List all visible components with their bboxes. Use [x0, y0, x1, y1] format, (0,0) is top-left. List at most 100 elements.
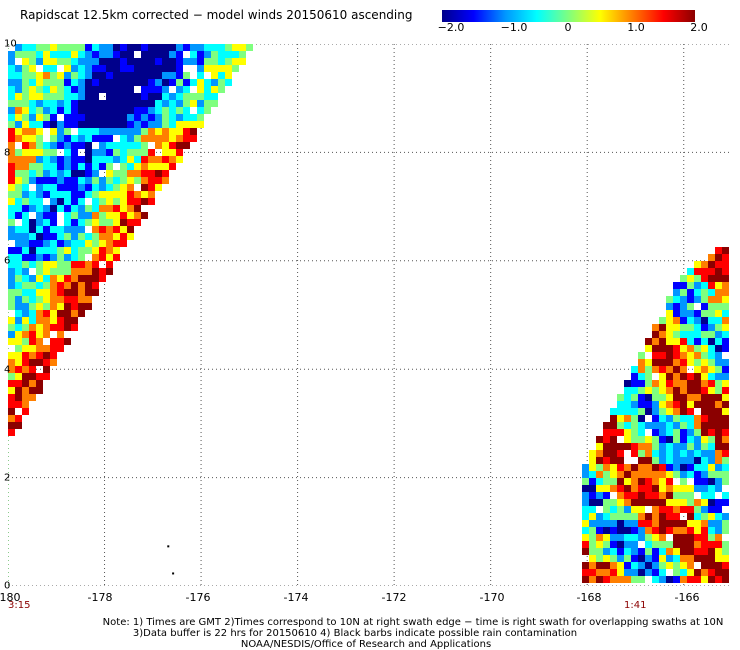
wind-cell	[8, 86, 15, 93]
wind-cell	[624, 415, 631, 422]
wind-cell	[57, 86, 64, 93]
wind-cell	[8, 387, 15, 394]
wind-cell	[113, 247, 120, 254]
wind-cell	[162, 149, 169, 156]
wind-cell	[617, 541, 624, 548]
wind-cell	[204, 107, 211, 114]
wind-cell	[8, 135, 15, 142]
wind-cell	[673, 338, 680, 345]
wind-cell	[43, 65, 50, 72]
wind-cell	[722, 359, 729, 366]
wind-cell	[64, 289, 71, 296]
wind-cell	[36, 233, 43, 240]
wind-cell	[22, 261, 29, 268]
wind-cell	[50, 93, 57, 100]
wind-cell	[176, 93, 183, 100]
wind-cell	[8, 254, 15, 261]
wind-cell	[15, 415, 22, 422]
wind-cell	[64, 205, 71, 212]
wind-cell	[722, 324, 729, 331]
wind-cell	[85, 289, 92, 296]
wind-cell	[666, 485, 673, 492]
wind-cell	[617, 478, 624, 485]
wind-cell	[43, 254, 50, 261]
wind-cell	[183, 72, 190, 79]
wind-cell	[687, 485, 694, 492]
wind-cell	[50, 233, 57, 240]
wind-cell	[22, 177, 29, 184]
wind-cell	[92, 51, 99, 58]
wind-cell	[43, 233, 50, 240]
wind-cell	[715, 261, 722, 268]
wind-cell	[673, 534, 680, 541]
wind-cell	[596, 457, 603, 464]
wind-cell	[715, 548, 722, 555]
wind-cell	[85, 93, 92, 100]
wind-cell	[134, 65, 141, 72]
wind-cell	[120, 205, 127, 212]
wind-cell	[666, 303, 673, 310]
wind-cell	[106, 72, 113, 79]
wind-cell	[71, 247, 78, 254]
wind-cell	[148, 184, 155, 191]
wind-cell	[624, 569, 631, 576]
wind-cell	[694, 415, 701, 422]
wind-cell	[127, 114, 134, 121]
wind-cell	[673, 464, 680, 471]
wind-cell	[211, 51, 218, 58]
wind-cell	[617, 429, 624, 436]
colorbar-label: 0	[564, 21, 572, 34]
wind-cell	[652, 366, 659, 373]
wind-cell	[106, 44, 113, 51]
wind-cell	[694, 366, 701, 373]
wind-cell	[148, 51, 155, 58]
wind-cell	[652, 387, 659, 394]
wind-cell	[64, 324, 71, 331]
wind-cell	[589, 506, 596, 513]
wind-cell	[8, 58, 15, 65]
wind-cell	[71, 296, 78, 303]
wind-cell	[141, 163, 148, 170]
wind-cell	[85, 121, 92, 128]
wind-cell	[141, 107, 148, 114]
wind-cell	[92, 289, 99, 296]
wind-cell	[722, 331, 729, 338]
wind-cell	[617, 408, 624, 415]
wind-cell	[155, 114, 162, 121]
wind-cell	[687, 534, 694, 541]
wind-cell	[141, 212, 148, 219]
wind-cell	[596, 520, 603, 527]
wind-cell	[638, 408, 645, 415]
wind-cell	[722, 541, 729, 548]
wind-cell	[43, 163, 50, 170]
wind-cell	[603, 569, 610, 576]
wind-cell	[701, 394, 708, 401]
wind-cell	[687, 520, 694, 527]
wind-cell	[680, 310, 687, 317]
wind-cell	[673, 310, 680, 317]
wind-cell	[162, 100, 169, 107]
wind-cell	[687, 499, 694, 506]
wind-cell	[631, 555, 638, 562]
wind-cell	[99, 205, 106, 212]
wind-cell	[631, 401, 638, 408]
wind-cell	[239, 44, 246, 51]
wind-cell	[708, 366, 715, 373]
wind-cell	[155, 135, 162, 142]
wind-cell	[652, 450, 659, 457]
wind-cell	[71, 65, 78, 72]
wind-cell	[680, 331, 687, 338]
wind-cell	[694, 317, 701, 324]
wind-cell	[645, 366, 652, 373]
wind-cell	[99, 121, 106, 128]
wind-cell	[64, 296, 71, 303]
wind-cell	[106, 79, 113, 86]
wind-cell	[134, 170, 141, 177]
wind-cell	[715, 485, 722, 492]
wind-cell	[36, 359, 43, 366]
wind-cell	[71, 177, 78, 184]
wind-cell	[204, 93, 211, 100]
wind-cell	[85, 261, 92, 268]
wind-cell	[680, 408, 687, 415]
wind-cell	[659, 345, 666, 352]
